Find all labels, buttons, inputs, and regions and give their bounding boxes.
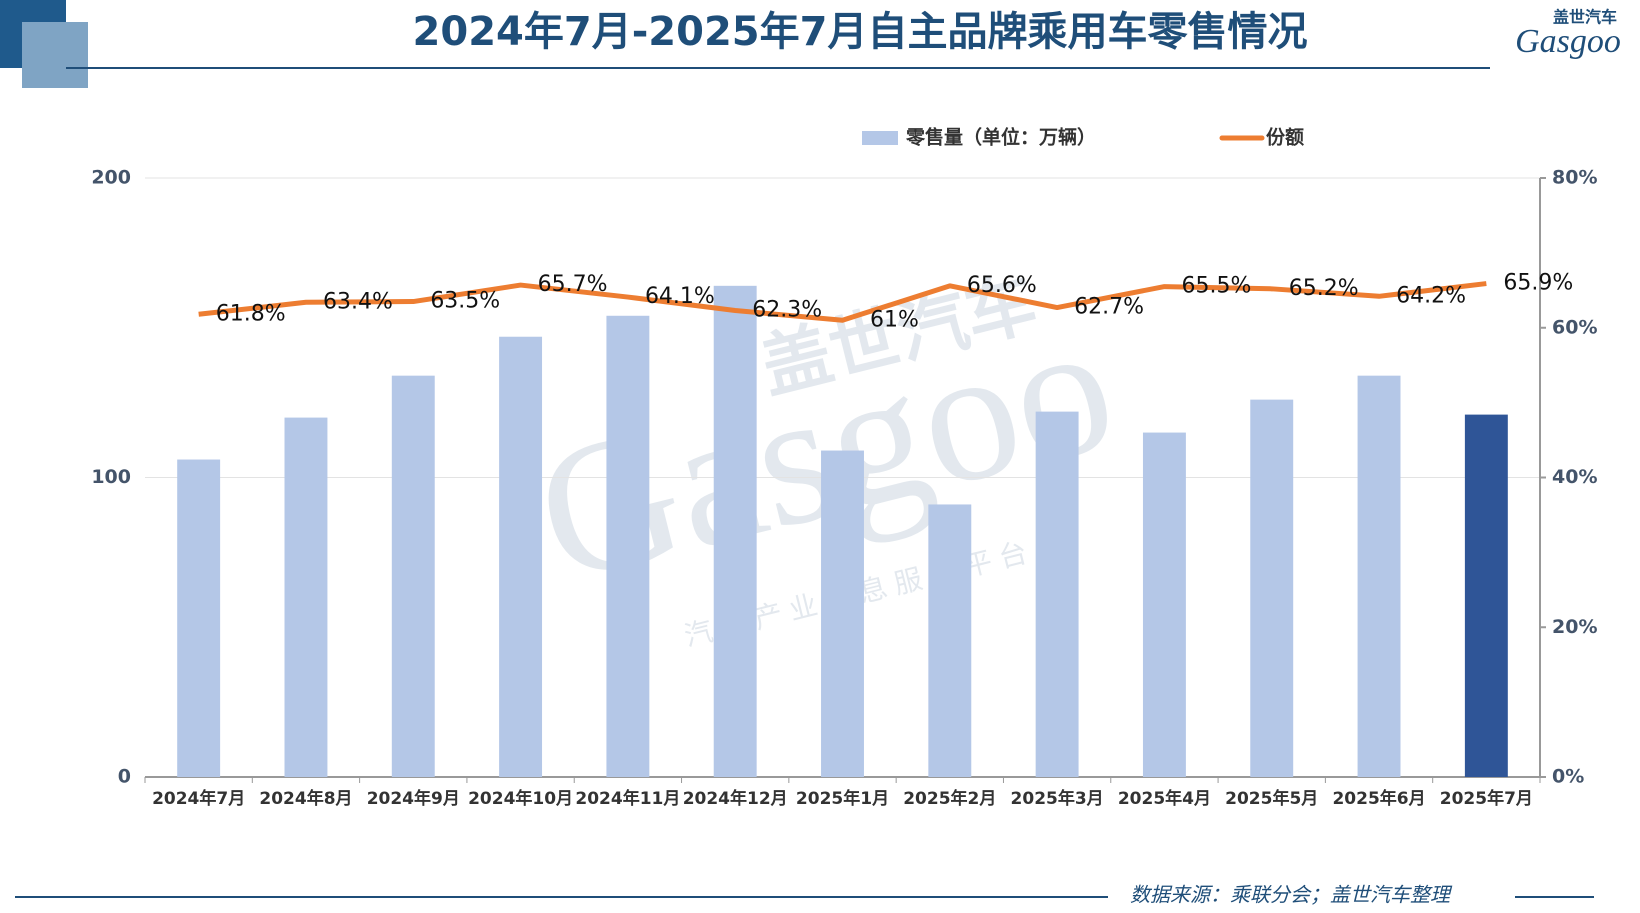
bar bbox=[1464, 414, 1508, 777]
bar bbox=[1357, 375, 1401, 777]
bar bbox=[499, 336, 543, 777]
source-note: 数据来源：乘联分会；盖世汽车整理 bbox=[1130, 883, 1453, 907]
x-tick-label: 2024年8月 bbox=[259, 788, 352, 809]
x-tick-label: 2024年12月 bbox=[683, 788, 788, 809]
data-label: 62.3% bbox=[752, 298, 822, 323]
data-label: 65.6% bbox=[967, 273, 1037, 298]
x-tick-label: 2025年6月 bbox=[1332, 788, 1425, 809]
legend-label: 份额 bbox=[1266, 126, 1304, 149]
x-tick-label: 2024年7月 bbox=[152, 788, 245, 809]
chart-title: 2024年7月-2025年7月自主品牌乘用车零售情况 bbox=[413, 9, 1308, 55]
logo-en: Gasgoo bbox=[1515, 23, 1621, 60]
bar bbox=[284, 417, 328, 777]
legend-swatch bbox=[862, 131, 898, 145]
x-tick-label: 2025年7月 bbox=[1440, 788, 1533, 809]
data-label: 63.4% bbox=[323, 289, 393, 314]
data-label: 61% bbox=[870, 307, 919, 332]
data-label: 65.7% bbox=[538, 272, 608, 297]
header-block bbox=[22, 22, 88, 88]
y2-tick-label: 60% bbox=[1552, 316, 1597, 338]
bar bbox=[606, 315, 650, 777]
y2-tick-label: 20% bbox=[1552, 616, 1597, 638]
data-label: 64.1% bbox=[645, 284, 715, 309]
bar bbox=[1250, 399, 1294, 777]
legend-label: 零售量（单位：万辆） bbox=[905, 126, 1096, 149]
data-label: 64.2% bbox=[1396, 283, 1466, 308]
y2-tick-label: 0% bbox=[1552, 766, 1584, 788]
x-tick-label: 2024年10月 bbox=[468, 788, 573, 809]
bar bbox=[821, 450, 864, 777]
logo-cn: 盖世汽车 bbox=[1553, 8, 1617, 27]
bar bbox=[391, 375, 435, 777]
line bbox=[198, 281, 1487, 323]
y-tick-label: 100 bbox=[91, 466, 131, 488]
data-label: 65.9% bbox=[1503, 271, 1573, 296]
data-label: 65.5% bbox=[1181, 274, 1251, 299]
bar bbox=[1142, 432, 1186, 777]
bar bbox=[1035, 411, 1079, 777]
x-tick-label: 2024年9月 bbox=[367, 788, 460, 809]
x-tick-label: 2024年11月 bbox=[575, 788, 680, 809]
x-tick-label: 2025年1月 bbox=[796, 788, 889, 809]
x-tick-label: 2025年4月 bbox=[1118, 788, 1211, 809]
data-label: 61.8% bbox=[216, 301, 286, 326]
y-tick-label: 0 bbox=[118, 766, 131, 788]
x-tick-label: 2025年2月 bbox=[903, 788, 996, 809]
data-label: 63.5% bbox=[430, 289, 500, 314]
y2-tick-label: 80% bbox=[1552, 167, 1597, 189]
bar bbox=[177, 459, 221, 777]
data-label: 62.7% bbox=[1074, 295, 1144, 320]
x-tick-label: 2025年5月 bbox=[1225, 788, 1318, 809]
x-tick-label: 2025年3月 bbox=[1011, 788, 1104, 809]
bar bbox=[713, 285, 757, 777]
y-tick-label: 200 bbox=[91, 167, 131, 189]
data-label: 65.2% bbox=[1289, 276, 1359, 301]
y2-tick-label: 40% bbox=[1552, 466, 1597, 488]
bar bbox=[928, 504, 972, 777]
